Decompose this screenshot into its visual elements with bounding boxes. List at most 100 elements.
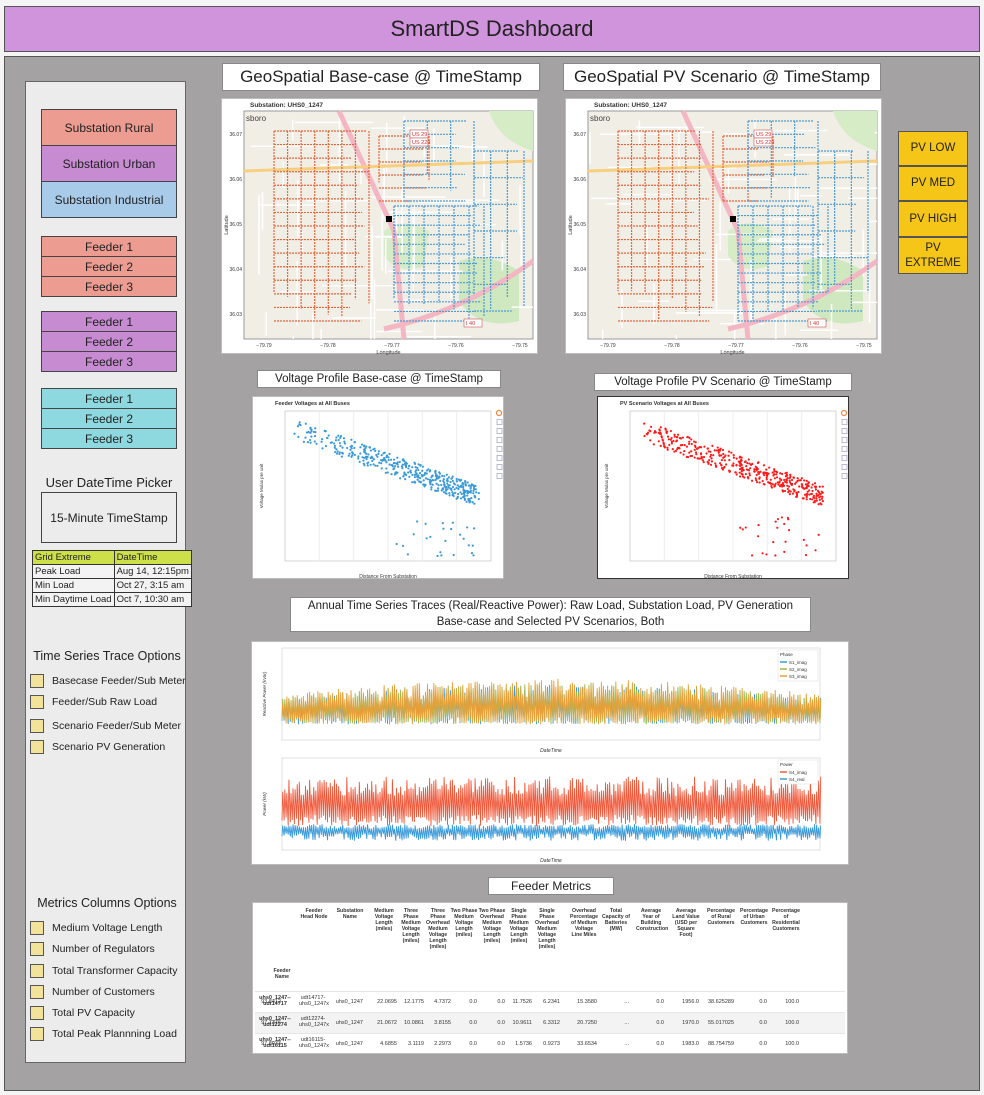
voltage-point (306, 441, 310, 444)
rural-feeder-2-button[interactable]: Feeder 2 (41, 256, 177, 277)
pv-low-button[interactable]: PV LOW (898, 131, 968, 166)
voltage-point (748, 474, 751, 477)
bokeh-logo-icon[interactable] (495, 409, 503, 417)
table-row[interactable]: Peak Load Aug 14, 12:15pm (32, 564, 192, 579)
table-row[interactable]: Min Load Oct 27, 3:15 am (32, 578, 192, 593)
voltage-point (401, 463, 404, 466)
pan-icon[interactable] (841, 419, 848, 425)
map-x-label: Longitude (720, 350, 744, 355)
timeseries-line (281, 776, 822, 827)
voltage-point (411, 466, 414, 469)
voltage-point (761, 552, 764, 555)
voltage-point (461, 496, 465, 499)
trace-option-basecase-meter[interactable]: Basecase Feeder/Sub Meter (30, 674, 186, 688)
substation-rural-button[interactable]: Substation Rural (41, 109, 177, 147)
checkbox[interactable] (30, 964, 44, 978)
voltage-point (709, 463, 713, 466)
checkbox[interactable] (30, 740, 44, 754)
metric-option-regulators[interactable]: Number of Regulators (30, 942, 155, 956)
trace-option-raw-load[interactable]: Feeder/Sub Raw Load (30, 695, 157, 709)
voltage-point (436, 489, 440, 492)
voltage-y-label: Voltage Mulas pre unit (604, 463, 609, 508)
metric-option-mv-length[interactable]: Medium Voltage Length (30, 921, 162, 935)
metrics-column-header: Single Phase Medium Voltage Length (mile… (509, 908, 529, 944)
table-cell: 3.8155 (434, 1020, 451, 1026)
metric-option-transformer-capacity[interactable]: Total Transformer Capacity (30, 964, 177, 978)
table-row[interactable] (255, 1033, 845, 1053)
table-row[interactable]: Min Daytime Load Oct 7, 10:30 am (32, 592, 192, 607)
voltage-point (762, 472, 765, 475)
voltage-point (774, 554, 777, 557)
checkbox[interactable] (30, 674, 44, 688)
substation-industrial-button[interactable]: Substation Industrial (41, 181, 177, 218)
pan-icon[interactable] (496, 419, 503, 425)
table-row[interactable] (255, 1012, 845, 1034)
map-base-panel[interactable]: Substation: UHS0_1247 sboro US 29 US 220 I 4… (221, 98, 538, 356)
voltage-point (407, 471, 410, 474)
checkbox[interactable] (30, 1006, 44, 1020)
industrial-feeder-2-button[interactable]: Feeder 2 (41, 408, 177, 429)
zoom-icon[interactable] (841, 428, 848, 434)
timeseries-panel[interactable]: Phase S1_imag S2_imag S3_imag DateTime Reacti… (251, 641, 849, 865)
industrial-feeder-3-button[interactable]: Feeder 3 (41, 428, 177, 449)
checkbox[interactable] (30, 1027, 44, 1041)
map-pv-panel[interactable]: Substation: UHS0_1247 sboro US 29 US 220 I 4… (565, 98, 882, 356)
bokeh-logo-icon[interactable] (840, 409, 848, 417)
urban-feeder-2-button[interactable]: Feeder 2 (41, 331, 177, 352)
substation-urban-button[interactable]: Substation Urban (41, 145, 177, 183)
reset-icon[interactable] (496, 446, 503, 452)
wheel-icon[interactable] (841, 464, 848, 470)
save-icon[interactable] (496, 437, 503, 443)
voltage-point (773, 477, 776, 480)
wheel-icon[interactable] (496, 464, 503, 470)
metric-option-customers[interactable]: Number of Customers (30, 985, 155, 999)
voltage-point (363, 456, 366, 460)
select-icon[interactable] (496, 473, 503, 479)
voltage-point (456, 484, 459, 487)
urban-feeder-3-button[interactable]: Feeder 3 (41, 351, 177, 372)
checkbox[interactable] (30, 942, 44, 956)
feeder-metrics-table[interactable]: Feeder Head Node Substation Name Medium Vo… (252, 902, 848, 1054)
hover-icon[interactable] (496, 455, 503, 461)
rural-feeder-1-button[interactable]: Feeder 1 (41, 236, 177, 257)
industrial-feeder-1-button[interactable]: Feeder 1 (41, 388, 177, 409)
metric-option-peak-load[interactable]: Total Peak Plannning Load (30, 1027, 177, 1041)
pv-med-button[interactable]: PV MED (898, 166, 968, 201)
voltage-pv-panel[interactable]: PV Scenario Voltages at All Buses Distanc… (597, 396, 849, 580)
voltage-point (735, 457, 738, 460)
trace-option-pv-generation[interactable]: Scenario PV Generation (30, 740, 165, 754)
datetime-picker-input[interactable]: 15-Minute TimeStamp (41, 492, 177, 543)
pv-extreme-button[interactable]: PV EXTREME (898, 237, 968, 274)
zoom-icon[interactable] (496, 428, 503, 434)
table-row[interactable] (255, 991, 845, 1013)
save-icon[interactable] (841, 437, 848, 443)
voltage-point (769, 478, 772, 481)
urban-feeder-1-button[interactable]: Feeder 1 (41, 311, 177, 332)
trace-option-scenario-meter[interactable]: Scenario Feeder/Sub Meter (30, 719, 181, 733)
voltage-point (777, 483, 780, 486)
metric-option-pv-capacity[interactable]: Total PV Capacity (30, 1006, 135, 1020)
substation-marker[interactable] (386, 216, 392, 222)
voltage-base-panel[interactable]: Feeder Voltages at All Buses Distance Fro… (252, 396, 504, 580)
voltage-point (362, 459, 365, 462)
substation-marker[interactable] (730, 216, 736, 222)
voltage-point (720, 454, 723, 457)
highway-shield-label: US 29 (412, 132, 427, 138)
select-icon[interactable] (841, 473, 848, 479)
voltage-point (666, 448, 669, 451)
map-y-tick: 36.03 (229, 312, 242, 318)
voltage-point (709, 450, 712, 453)
checkbox[interactable] (30, 921, 44, 935)
voltage-point (438, 476, 441, 479)
checkbox[interactable] (30, 719, 44, 733)
pv-high-button[interactable]: PV HIGH (898, 201, 968, 237)
voltage-point (452, 553, 455, 557)
checkbox[interactable] (30, 985, 44, 999)
rural-feeder-3-button[interactable]: Feeder 3 (41, 276, 177, 297)
timeseries-y-label: Power (kW) (262, 792, 267, 816)
hover-icon[interactable] (841, 455, 848, 461)
voltage-point (419, 464, 422, 467)
reset-icon[interactable] (841, 446, 848, 452)
checkbox[interactable] (30, 695, 44, 709)
voltage-point (428, 478, 432, 481)
